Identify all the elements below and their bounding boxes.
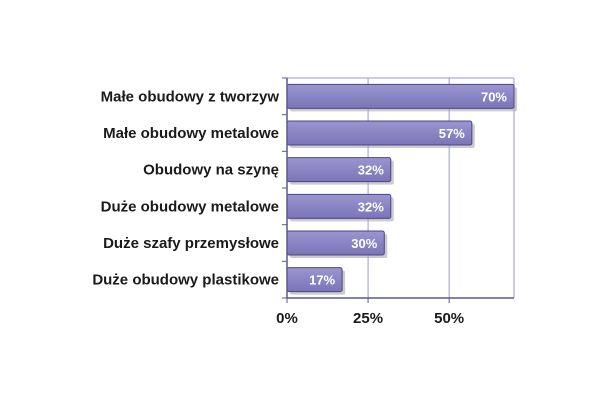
grid-lines xyxy=(287,77,515,298)
bar xyxy=(286,83,515,109)
x-tick-label: 50% xyxy=(434,310,464,327)
category-label: Obudowy na szynę xyxy=(143,162,279,179)
category-label: Małe obudowy metalowe xyxy=(103,125,279,142)
bars xyxy=(286,83,517,295)
x-tick-label: 25% xyxy=(353,310,383,327)
axes xyxy=(282,77,514,303)
x-tick-label: 0% xyxy=(276,310,298,327)
category-label: Duże obudowy plastikowe xyxy=(92,272,279,289)
category-label: Małe obudowy z tworzyw xyxy=(101,88,280,105)
category-label: Duże obudowy metalowe xyxy=(101,198,279,215)
data-label: 17% xyxy=(309,273,335,288)
data-label: 32% xyxy=(358,163,384,178)
data-label: 30% xyxy=(351,236,377,251)
category-label: Duże szafy przemysłowe xyxy=(103,235,279,252)
labels: 70% Małe obudowy z tworzyw 57% Małe obudowy… xyxy=(92,88,507,327)
data-label: 57% xyxy=(439,126,465,141)
data-label: 70% xyxy=(481,89,507,104)
data-label: 32% xyxy=(358,199,384,214)
